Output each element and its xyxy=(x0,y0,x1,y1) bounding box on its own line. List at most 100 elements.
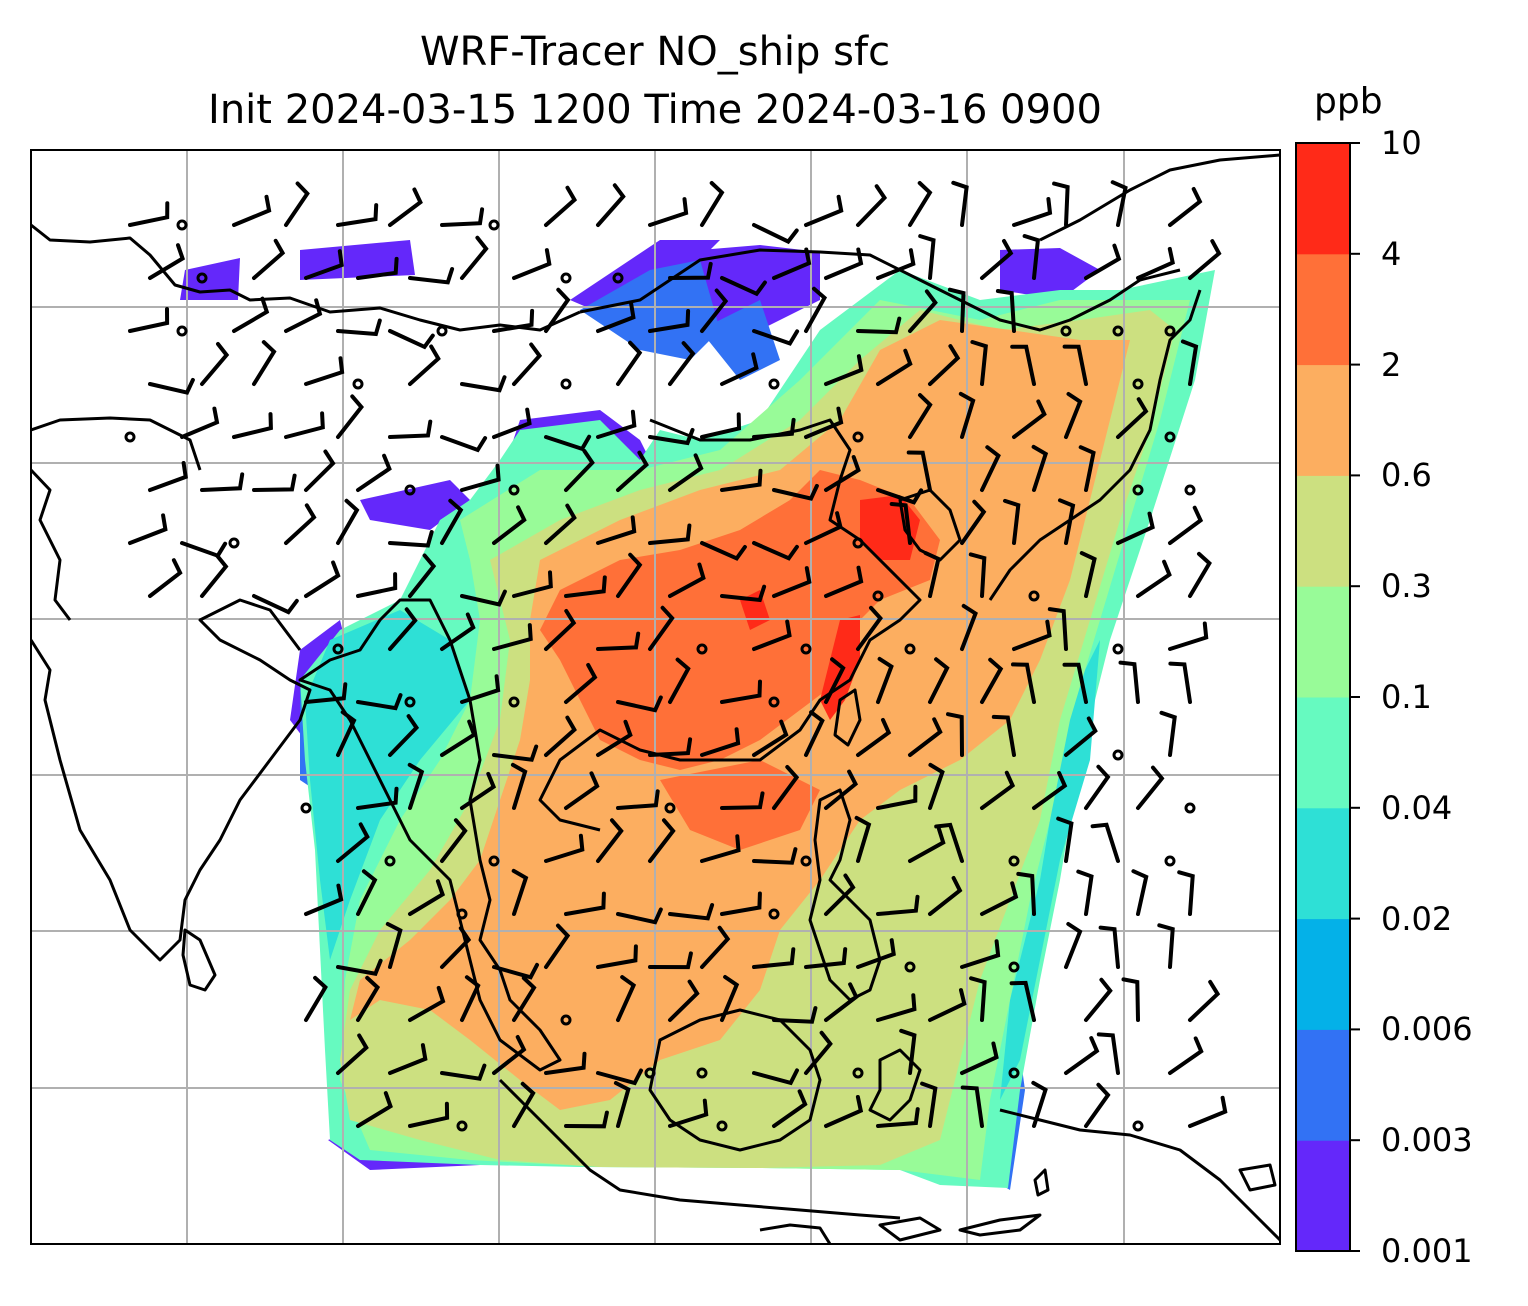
wind-barb xyxy=(1168,621,1209,651)
wind-barb xyxy=(856,605,883,651)
wind-barb xyxy=(969,976,987,1022)
coastline-philippines xyxy=(808,788,882,1002)
coastline-indochina xyxy=(298,598,562,1072)
calm-circle xyxy=(1028,590,1040,602)
wind-barb xyxy=(284,298,323,333)
wind-barb xyxy=(1096,1032,1120,1075)
colorbar-swatch xyxy=(1296,143,1350,255)
calm-circle xyxy=(196,272,208,284)
wind-barb xyxy=(304,682,348,704)
wind-barb xyxy=(616,789,660,810)
wind-barb xyxy=(700,834,741,863)
wind-barb xyxy=(336,203,379,227)
wind-barb xyxy=(772,247,812,280)
coastline-india xyxy=(31,223,581,962)
wind-barb xyxy=(440,498,464,545)
wind-barb xyxy=(1084,977,1113,1022)
wind-barb xyxy=(668,903,715,921)
wind-barb xyxy=(512,342,543,386)
calm-circle xyxy=(1132,1120,1144,1132)
calm-circle xyxy=(1132,484,1144,496)
wind-barb xyxy=(720,468,763,492)
wind-barb xyxy=(388,187,423,227)
wind-barb xyxy=(564,891,606,916)
wind-barb xyxy=(616,907,663,925)
calm-circle xyxy=(1164,325,1176,337)
wind-barb xyxy=(720,679,762,704)
wind-barb xyxy=(720,276,767,297)
wind-barb xyxy=(440,1063,487,1081)
wind-barb xyxy=(1168,661,1192,704)
wind-barb xyxy=(596,818,624,863)
wind-barb xyxy=(304,560,341,598)
wind-barb xyxy=(232,194,272,227)
calm-circle xyxy=(1184,802,1196,814)
wind-barb xyxy=(899,1028,917,1075)
wind-barb xyxy=(700,925,731,969)
calm-circle xyxy=(560,1014,572,1026)
wind-barb xyxy=(440,926,472,969)
wind-barb xyxy=(1012,399,1047,439)
coastline-newguinea xyxy=(999,1108,1280,1242)
wind-barb xyxy=(804,286,828,333)
wind-barb xyxy=(1168,505,1204,545)
colorbar-swatch xyxy=(1296,1029,1350,1141)
colorbar-tick-label: 0.006 xyxy=(1381,1010,1473,1049)
wind-barb xyxy=(356,256,399,280)
wind-barb xyxy=(200,342,230,386)
wind-barb xyxy=(720,791,765,810)
wind-barb xyxy=(1079,551,1097,598)
wind-barb xyxy=(596,183,626,227)
wind-barb xyxy=(968,552,987,598)
wind-barb xyxy=(336,710,357,757)
wind-barb xyxy=(1012,619,1052,651)
wind-barb xyxy=(1010,344,1036,386)
wind-barb xyxy=(284,181,310,227)
wind-barb xyxy=(408,344,441,386)
wind-barb xyxy=(876,656,894,704)
wind-barb xyxy=(616,975,637,1022)
wind-barb xyxy=(440,818,468,863)
wind-barb xyxy=(1098,925,1120,969)
wind-barb xyxy=(648,737,693,757)
colorbar-tick-label: 0.003 xyxy=(1381,1121,1473,1160)
calm-circle xyxy=(768,378,780,390)
calm-circle xyxy=(456,1120,468,1132)
wind-barb xyxy=(544,185,578,227)
wind-barb xyxy=(908,393,933,439)
wind-barb xyxy=(596,301,636,333)
field-cyan-west xyxy=(305,610,470,960)
colorbar-tick-label: 0.6 xyxy=(1381,456,1432,495)
wind-barb xyxy=(856,316,902,335)
wind-barb xyxy=(252,473,297,492)
wind-barb xyxy=(928,876,963,916)
wind-barb xyxy=(1110,180,1128,227)
wind-barb xyxy=(180,406,220,439)
wind-barb xyxy=(752,329,800,346)
wind-barb xyxy=(876,1107,920,1128)
wind-barb xyxy=(991,714,1016,757)
wind-barb xyxy=(928,344,961,386)
wind-barb xyxy=(1116,397,1149,439)
wind-barb xyxy=(1012,197,1053,227)
wind-barb xyxy=(1064,716,1098,757)
wind-barb xyxy=(1084,1082,1111,1128)
wind-barb xyxy=(336,394,364,439)
calm-circle xyxy=(852,537,864,549)
wind-barb xyxy=(1009,980,1036,1022)
wind-barb xyxy=(356,869,378,916)
wind-barb xyxy=(700,541,747,561)
wind-barb xyxy=(460,375,507,393)
wind-barb xyxy=(128,201,170,227)
calm-circle xyxy=(436,325,448,337)
wind-barb xyxy=(512,570,553,598)
calm-circle xyxy=(508,696,520,708)
wind-barb xyxy=(1003,498,1021,545)
wind-barb xyxy=(752,947,796,969)
wind-barb xyxy=(960,603,978,651)
wind-barb xyxy=(1076,869,1094,916)
calm-circle xyxy=(124,431,136,443)
wind-barb xyxy=(336,822,370,863)
wind-barb xyxy=(1188,1095,1228,1128)
